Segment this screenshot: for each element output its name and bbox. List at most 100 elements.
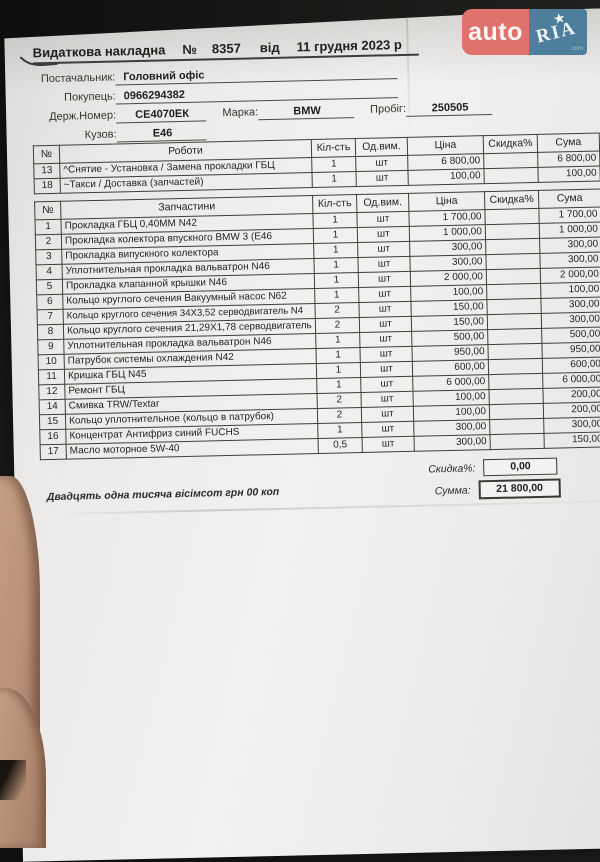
title-label: Видаткова накладна xyxy=(32,42,166,61)
cell-discount xyxy=(489,433,545,450)
cell-unit: шт xyxy=(358,271,411,288)
works-header-unit: Од.вим. xyxy=(355,137,408,157)
cell-num: 9 xyxy=(37,339,65,355)
cell-discount xyxy=(487,313,542,330)
cell-num: 2 xyxy=(35,234,62,250)
cell-sum: 300,00 xyxy=(539,251,600,269)
cell-qty: 1 xyxy=(317,422,363,439)
ria-logo-com: .com xyxy=(569,46,583,52)
cell-num: 12 xyxy=(38,384,66,400)
cell-sum: 950,00 xyxy=(541,341,600,359)
cell-unit: шт xyxy=(355,170,409,187)
cell-discount xyxy=(486,283,541,300)
cell-unit: шт xyxy=(359,331,412,348)
cell-price: 2 000,00 xyxy=(410,269,487,287)
parts-header-num: № xyxy=(34,201,61,220)
cell-discount xyxy=(486,298,542,315)
cell-unit: шт xyxy=(357,241,410,258)
sum-total-line: Сумма: 21 800,00 xyxy=(435,478,561,500)
cell-num: 10 xyxy=(38,354,65,370)
cell-price: 6 800,00 xyxy=(407,153,484,171)
cell-price: 100,00 xyxy=(412,389,490,407)
cell-sum: 150,00 xyxy=(543,431,600,449)
cell-price: 100,00 xyxy=(413,404,490,422)
discount-total-line: Скидка%: 0,00 xyxy=(428,457,558,478)
cell-qty: 1 xyxy=(311,156,356,173)
cell-discount xyxy=(485,253,541,270)
cell-price: 600,00 xyxy=(412,359,489,377)
cell-price: 300,00 xyxy=(414,434,491,452)
cell-price: 500,00 xyxy=(411,329,488,347)
cell-discount xyxy=(483,152,538,169)
cell-sum: 600,00 xyxy=(542,356,600,374)
parts-table: № Запчастини Кіл-сть Од.вим. Ціна Скидка… xyxy=(34,189,600,461)
cell-discount xyxy=(488,358,543,375)
invoice-paper: Видаткова накладна № 8357 від 11 грудня … xyxy=(4,7,600,862)
cell-unit: шт xyxy=(359,346,413,363)
buyer-value: 0966294382 xyxy=(115,84,398,105)
cell-num: 5 xyxy=(36,279,63,295)
cell-price: 150,00 xyxy=(411,314,488,332)
cell-discount xyxy=(483,167,539,184)
brand-value: BMW xyxy=(257,104,355,121)
supplier-label: Постачальник: xyxy=(40,71,116,86)
supplier-value: Головний офіс xyxy=(115,65,398,86)
body-label: Кузов: xyxy=(84,128,117,142)
document-title: Видаткова накладна № 8357 від 11 грудня … xyxy=(32,36,419,65)
cell-discount xyxy=(487,328,542,345)
cell-num: 7 xyxy=(37,309,64,325)
cell-discount xyxy=(488,388,544,405)
cell-discount xyxy=(484,208,540,225)
cell-unit: шт xyxy=(362,436,415,453)
cell-num: 13 xyxy=(33,163,61,179)
cell-unit: шт xyxy=(361,421,415,438)
cell-sum: 1 700,00 xyxy=(538,207,600,224)
cell-price: 300,00 xyxy=(409,239,486,257)
cell-sum: 6 800,00 xyxy=(537,151,600,168)
cell-qty: 2 xyxy=(317,407,362,424)
cell-discount xyxy=(489,403,544,420)
field-supplier: Постачальник: Головний офіс xyxy=(33,65,398,87)
cell-unit: шт xyxy=(360,376,413,393)
cell-discount xyxy=(485,238,540,255)
cell-discount xyxy=(489,418,544,435)
cell-num: 14 xyxy=(39,399,66,415)
cell-num: 17 xyxy=(40,444,67,460)
cell-num: 11 xyxy=(38,369,65,385)
cell-unit: шт xyxy=(358,301,412,318)
parts-header-qty: Кіл-сть xyxy=(312,194,357,214)
cell-qty: 1 xyxy=(315,332,360,349)
body-value: Е46 xyxy=(116,126,207,143)
cell-sum: 200,00 xyxy=(543,401,600,419)
mileage-label: Пробіг: xyxy=(369,102,407,116)
cell-num: 4 xyxy=(36,264,63,280)
cell-qty: 1 xyxy=(313,257,359,274)
cell-qty: 0,5 xyxy=(318,437,363,454)
buyer-label: Покупець: xyxy=(63,90,116,104)
cell-qty: 1 xyxy=(316,362,361,379)
corner-shadow xyxy=(0,760,26,800)
cell-num: 6 xyxy=(36,294,64,310)
reg-value: СЕ4070ЕК xyxy=(116,107,207,124)
brand-label: Марка: xyxy=(222,106,259,120)
cell-sum: 300,00 xyxy=(540,296,600,314)
cell-sum: 2 000,00 xyxy=(540,266,600,284)
cell-sum: 300,00 xyxy=(539,236,600,254)
cell-price: 300,00 xyxy=(409,254,487,272)
cell-price: 100,00 xyxy=(410,284,487,302)
cell-qty: 1 xyxy=(313,242,358,259)
autoria-watermark: auto ★ RIA .com xyxy=(462,9,587,55)
works-header-num: № xyxy=(33,145,60,164)
cell-num: 1 xyxy=(34,219,62,235)
works-header-qty: Кіл-сть xyxy=(311,138,356,158)
cell-discount xyxy=(485,223,540,240)
cell-qty: 1 xyxy=(314,272,359,289)
pen-mark xyxy=(19,56,58,66)
works-header-sum: Сума xyxy=(537,133,600,153)
cell-num: 3 xyxy=(35,249,63,265)
cell-sum: 200,00 xyxy=(542,386,600,404)
amount-in-words: Двадцять одна тисяча вісімсот грн 00 коп xyxy=(46,485,280,504)
cell-price: 150,00 xyxy=(410,299,488,317)
parts-header-unit: Од.вим. xyxy=(356,193,409,213)
auto-logo-badge: auto xyxy=(462,9,529,55)
